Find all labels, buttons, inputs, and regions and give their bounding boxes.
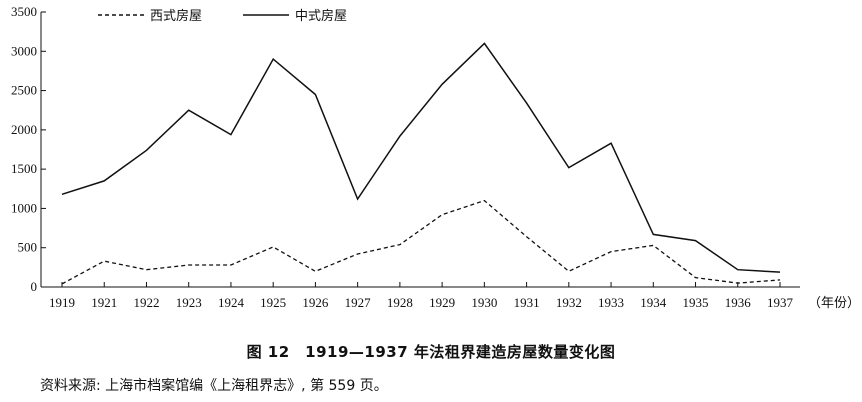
x-tick-label: 1923 [176, 295, 202, 310]
chart-axes [40, 12, 800, 288]
x-axis-unit: （年份） [808, 296, 860, 311]
line-chart: 0 500 1000 1500 2000 2500 3000 3500 1919 1921 192… [11, 4, 860, 311]
legend-label-2: 中式房屋 [295, 8, 347, 24]
x-tick-label: 1921 [91, 295, 117, 310]
series-line-1 [61, 199, 781, 285]
y-tick-label: 3500 [11, 4, 37, 19]
y-tick-label: 1500 [11, 161, 37, 176]
y-tick-label: 2500 [11, 83, 37, 98]
x-tick-label: 1919 [49, 295, 75, 310]
x-tick-label: 1925 [260, 295, 286, 310]
y-tick-label: 500 [18, 240, 38, 255]
series-lines [61, 42, 781, 285]
x-axis-ticks: 1919 1921 1922 1923 1924 1925 1926 1927 1928 1929… [49, 282, 794, 310]
x-tick-label: 1922 [133, 295, 159, 310]
x-tick-label: 1937 [767, 295, 794, 310]
x-tick-label: 1935 [683, 295, 709, 310]
y-tick-label: 1000 [11, 200, 37, 215]
series-line-2 [61, 42, 781, 273]
figure-caption: 图 12 1919—1937 年法租界建造房屋数量变化图 [246, 343, 616, 361]
x-tick-label: 1924 [218, 295, 245, 310]
x-tick-label: 1927 [345, 295, 372, 310]
y-tick-label: 0 [31, 279, 38, 294]
y-axis-ticks: 0 500 1000 1500 2000 2500 3000 3500 [11, 4, 46, 294]
x-tick-label: 1928 [387, 295, 413, 310]
x-tick-label: 1936 [725, 295, 752, 310]
source-note: 资料来源: 上海市档案馆编《上海租界志》, 第 559 页。 [40, 378, 388, 394]
x-tick-label: 1933 [598, 295, 624, 310]
legend-label-1: 西式房屋 [150, 8, 202, 24]
x-tick-label: 1934 [640, 295, 667, 310]
y-tick-label: 3000 [11, 43, 37, 58]
legend: 西式房屋 中式房屋 [98, 8, 347, 24]
x-tick-label: 1931 [514, 295, 540, 310]
x-tick-label: 1929 [429, 295, 455, 310]
x-tick-label: 1932 [556, 295, 582, 310]
x-tick-label: 1930 [471, 295, 497, 310]
x-tick-label: 1926 [302, 295, 329, 310]
y-tick-label: 2000 [11, 122, 37, 137]
